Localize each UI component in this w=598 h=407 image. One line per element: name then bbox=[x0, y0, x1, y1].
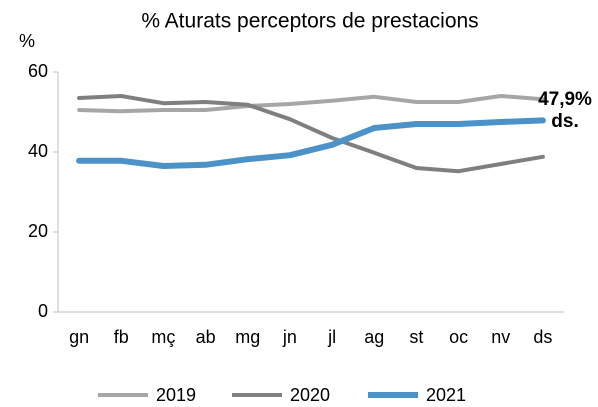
x-tick-label: fb bbox=[114, 327, 129, 347]
legend-label: 2021 bbox=[426, 385, 466, 405]
y-tick-label: 20 bbox=[28, 221, 48, 241]
x-tick-label: ag bbox=[364, 327, 384, 347]
y-tick-label: 0 bbox=[38, 301, 48, 321]
x-tick-label: gn bbox=[69, 327, 89, 347]
annotation: ds. bbox=[551, 111, 578, 132]
x-tick-label: st bbox=[409, 327, 423, 347]
chart-title: % Aturats perceptors de prestacions bbox=[141, 10, 478, 33]
y-tick-label: 40 bbox=[28, 141, 48, 161]
legend-label: 2020 bbox=[290, 385, 330, 405]
x-tick-label: nv bbox=[491, 327, 510, 347]
x-tick-label: oc bbox=[449, 327, 468, 347]
y-axis-label: % bbox=[19, 31, 35, 51]
x-tick-label: mg bbox=[235, 327, 260, 347]
line-series bbox=[77, 94, 545, 114]
x-tick-label: ab bbox=[196, 327, 216, 347]
line-series bbox=[76, 117, 546, 169]
line-series bbox=[77, 94, 545, 174]
x-tick-label: mç bbox=[151, 327, 175, 347]
legend-label: 2019 bbox=[156, 385, 196, 405]
x-tick-label: ds bbox=[533, 327, 552, 347]
annotation: 47,9% bbox=[538, 89, 592, 110]
x-tick-label: jl bbox=[327, 327, 336, 347]
y-tick-label: 60 bbox=[28, 61, 48, 81]
x-tick-label: jn bbox=[282, 327, 297, 347]
